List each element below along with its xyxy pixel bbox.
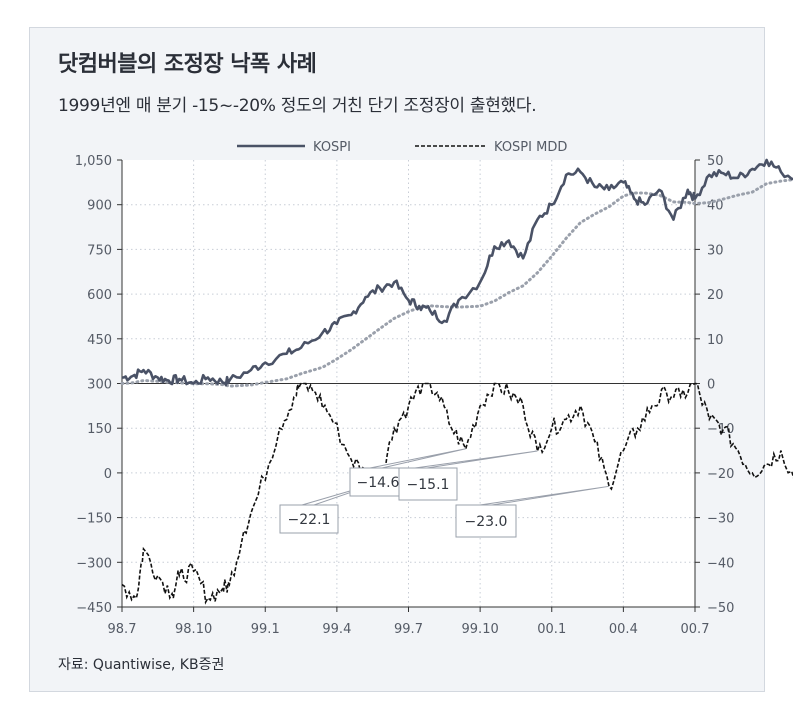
left-tick-label: 450 bbox=[87, 333, 112, 348]
source-note: 자료: Quantiwise, KB증권 bbox=[58, 657, 225, 673]
left-tick-label: 750 bbox=[87, 243, 112, 258]
x-tick-label: 00.1 bbox=[537, 622, 566, 637]
left-tick-label: 150 bbox=[87, 422, 112, 437]
right-tick-label: 0 bbox=[707, 378, 715, 393]
kospi-trend-line bbox=[120, 178, 793, 388]
right-tick-label: −50 bbox=[707, 601, 734, 616]
callout-label: −15.1 bbox=[407, 477, 450, 493]
callout-box bbox=[279, 504, 339, 534]
left-tick-label: 300 bbox=[87, 378, 112, 393]
right-tick-label: −30 bbox=[707, 512, 734, 527]
right-tick-label: −20 bbox=[707, 467, 734, 482]
x-tick-label: 99.4 bbox=[322, 622, 351, 637]
callout-box bbox=[398, 467, 458, 501]
left-tick-label: −450 bbox=[76, 601, 112, 616]
x-tick-label: 98.10 bbox=[175, 622, 212, 637]
callout-label: −14.6 bbox=[357, 475, 400, 491]
right-tick-label: 40 bbox=[707, 199, 724, 214]
x-tick-label: 99.10 bbox=[462, 622, 499, 637]
right-tick-label: −40 bbox=[707, 556, 734, 571]
x-tick-label: 99.1 bbox=[251, 622, 280, 637]
right-tick-label: 20 bbox=[707, 288, 724, 303]
left-tick-label: 600 bbox=[87, 288, 112, 303]
x-tick-label: 99.7 bbox=[394, 622, 423, 637]
right-tick-label: −10 bbox=[707, 422, 734, 437]
callout-box bbox=[455, 504, 517, 538]
right-tick-label: 50 bbox=[707, 154, 724, 169]
x-tick-label: 00.7 bbox=[681, 622, 710, 637]
legend-mdd-label: KOSPI MDD bbox=[494, 140, 567, 155]
callout-label: −22.1 bbox=[288, 512, 331, 528]
legend-kospi-label: KOSPI bbox=[313, 140, 351, 155]
left-tick-label: 900 bbox=[87, 199, 112, 214]
callout-label: −23.0 bbox=[465, 514, 508, 530]
left-tick-label: −150 bbox=[76, 512, 112, 527]
x-tick-label: 98.7 bbox=[108, 622, 137, 637]
left-tick-label: 0 bbox=[104, 467, 112, 482]
chart-subtitle: 1999년엔 매 분기 -15~-20% 정도의 거친 단기 조정장이 출현했다… bbox=[58, 96, 537, 116]
right-tick-label: 10 bbox=[707, 333, 724, 348]
chart-title: 닷컴버블의 조정장 낙폭 사례 bbox=[58, 52, 317, 77]
right-tick-label: 30 bbox=[707, 243, 724, 258]
kospi-mdd-line bbox=[121, 382, 793, 605]
x-tick-label: 00.4 bbox=[609, 622, 638, 637]
kospi-line bbox=[121, 158, 793, 387]
left-tick-label: 1,050 bbox=[75, 154, 112, 169]
left-tick-label: −300 bbox=[76, 556, 112, 571]
